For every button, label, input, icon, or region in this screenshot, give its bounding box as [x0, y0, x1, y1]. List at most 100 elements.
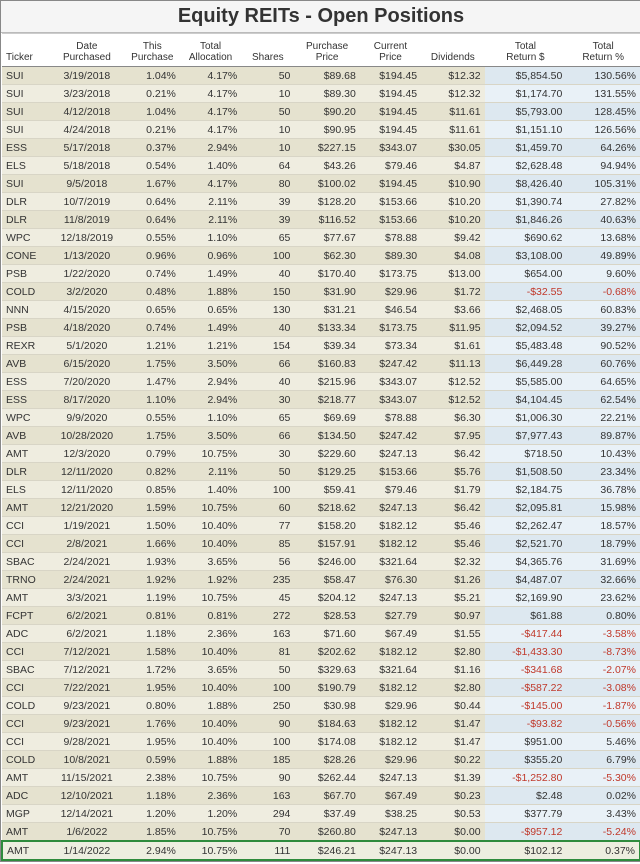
cell: AVB [2, 427, 49, 445]
cell: $1,151.10 [485, 121, 567, 139]
cell: 100 [241, 481, 294, 499]
cell: 1.92% [125, 571, 180, 589]
cell: 1.10% [180, 229, 241, 247]
col-header: TotalAllocation [180, 34, 241, 67]
cell: 2.94% [180, 373, 241, 391]
cell: $153.66 [360, 193, 421, 211]
cell: 10/8/2021 [49, 751, 125, 769]
cell: $12.32 [421, 67, 484, 85]
cell: 49.89% [566, 247, 640, 265]
cell: -1.87% [566, 697, 640, 715]
cell: $321.64 [360, 553, 421, 571]
cell: 294 [241, 805, 294, 823]
cell: 12/10/2021 [49, 787, 125, 805]
cell: $160.83 [294, 355, 359, 373]
cell: CCI [2, 715, 49, 733]
cell: 1/13/2020 [49, 247, 125, 265]
cell: $1,174.70 [485, 85, 567, 103]
cell: 131.55% [566, 85, 640, 103]
cell: -8.73% [566, 643, 640, 661]
cell: 111 [241, 841, 294, 860]
cell: 77 [241, 517, 294, 535]
cell: 1.49% [180, 319, 241, 337]
cell: $0.53 [421, 805, 484, 823]
cell: 150 [241, 283, 294, 301]
cell: 10.75% [180, 445, 241, 463]
cell: 100 [241, 247, 294, 265]
cell: -$341.68 [485, 661, 567, 679]
cell: $62.30 [294, 247, 359, 265]
cell: $0.22 [421, 751, 484, 769]
cell: $7.95 [421, 427, 484, 445]
cell: $4,104.45 [485, 391, 567, 409]
cell: $718.50 [485, 445, 567, 463]
cell: $182.12 [360, 733, 421, 751]
cell: 1.20% [180, 805, 241, 823]
cell: $46.54 [360, 301, 421, 319]
cell: 94.94% [566, 157, 640, 175]
cell: 6/15/2020 [49, 355, 125, 373]
table-row: SUI4/24/20180.21%4.17%10$90.95$194.45$11… [2, 121, 640, 139]
table-row: CCI7/22/20211.95%10.40%100$190.79$182.12… [2, 679, 640, 697]
cell: SBAC [2, 553, 49, 571]
cell: $1.47 [421, 715, 484, 733]
col-header: Ticker [2, 34, 49, 67]
cell: $76.30 [360, 571, 421, 589]
cell: $247.13 [360, 445, 421, 463]
cell: CONE [2, 247, 49, 265]
table-row: CCI2/8/20211.66%10.40%85$157.91$182.12$5… [2, 535, 640, 553]
cell: 90.52% [566, 337, 640, 355]
cell: $37.49 [294, 805, 359, 823]
cell: 10/28/2020 [49, 427, 125, 445]
cell: $29.96 [360, 283, 421, 301]
cell: $89.68 [294, 67, 359, 85]
cell: $329.63 [294, 661, 359, 679]
cell: $247.42 [360, 427, 421, 445]
cell: $2,521.70 [485, 535, 567, 553]
cell: 8/17/2020 [49, 391, 125, 409]
cell: $194.45 [360, 121, 421, 139]
cell: DLR [2, 193, 49, 211]
cell: $71.60 [294, 625, 359, 643]
cell: 1.59% [125, 499, 180, 517]
cell: $73.34 [360, 337, 421, 355]
cell: 3.65% [180, 661, 241, 679]
cell: $100.02 [294, 175, 359, 193]
cell: 1/6/2022 [49, 823, 125, 842]
cell: $215.96 [294, 373, 359, 391]
cell: $43.26 [294, 157, 359, 175]
cell: $31.90 [294, 283, 359, 301]
cell: 39 [241, 193, 294, 211]
cell: 2/8/2021 [49, 535, 125, 553]
cell: 5.46% [566, 733, 640, 751]
cell: $218.77 [294, 391, 359, 409]
cell: 1/22/2020 [49, 265, 125, 283]
cell: CCI [2, 643, 49, 661]
cell: $28.26 [294, 751, 359, 769]
cell: $343.07 [360, 391, 421, 409]
cell: 0.85% [125, 481, 180, 499]
cell: REXR [2, 337, 49, 355]
table-row: SUI9/5/20181.67%4.17%80$100.02$194.45$10… [2, 175, 640, 193]
cell: $262.44 [294, 769, 359, 787]
cell: $67.49 [360, 625, 421, 643]
cell: 1.49% [180, 265, 241, 283]
cell: SUI [2, 67, 49, 85]
cell: $9.42 [421, 229, 484, 247]
table-row: AMT1/6/20221.85%10.75%70$260.80$247.13$0… [2, 823, 640, 842]
table-row: PSB1/22/20200.74%1.49%40$170.40$173.75$1… [2, 265, 640, 283]
cell: 3.43% [566, 805, 640, 823]
cell: 154 [241, 337, 294, 355]
cell: 2.94% [180, 139, 241, 157]
cell: 2.94% [125, 841, 180, 860]
cell: ESS [2, 391, 49, 409]
table-row: ESS8/17/20201.10%2.94%30$218.77$343.07$1… [2, 391, 640, 409]
cell: 0.59% [125, 751, 180, 769]
cell: 62.54% [566, 391, 640, 409]
cell: $11.61 [421, 121, 484, 139]
cell: SBAC [2, 661, 49, 679]
cell: 3/23/2018 [49, 85, 125, 103]
cell: 64 [241, 157, 294, 175]
cell: 4.17% [180, 103, 241, 121]
cell: $377.79 [485, 805, 567, 823]
